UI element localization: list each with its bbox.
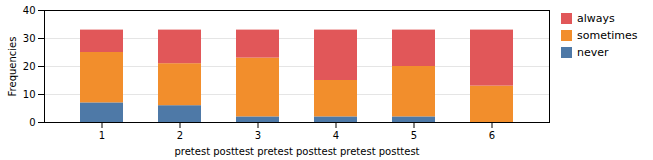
svg-text:5: 5 [411,130,417,141]
svg-text:4: 4 [333,130,339,141]
svg-text:2: 2 [177,130,183,141]
html-text:never: never [577,46,609,59]
html-text:always: always [577,12,615,25]
svg-text:Frequencies: Frequencies [7,37,18,97]
svg-text:1: 1 [99,130,105,141]
svg-text:pretest posttest pretest postt: pretest posttest pretest posttest pretes… [174,146,419,157]
svg-text:30: 30 [23,33,36,44]
html-text:sometimes: sometimes [577,29,638,42]
svg-text:3: 3 [255,130,261,141]
svg-text:40: 40 [23,5,36,16]
svg-text:10: 10 [23,89,36,100]
svg-text:6: 6 [489,130,495,141]
svg-text:0: 0 [29,117,35,128]
svg-text:20: 20 [23,61,36,72]
